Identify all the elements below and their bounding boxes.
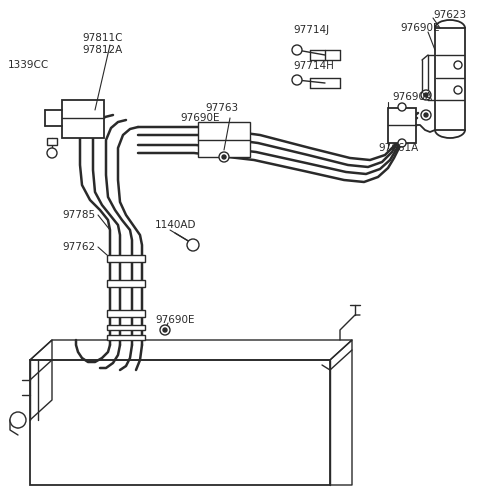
Circle shape: [398, 139, 406, 147]
Circle shape: [160, 325, 170, 335]
Bar: [198, 122, 250, 157]
Bar: [30, 360, 330, 485]
Text: 97690E: 97690E: [400, 23, 440, 33]
Text: 97714H: 97714H: [293, 61, 334, 71]
Circle shape: [163, 328, 167, 332]
Text: 97763: 97763: [205, 103, 238, 113]
Text: 97785: 97785: [62, 210, 95, 220]
Text: 97623: 97623: [433, 10, 466, 20]
Bar: [107, 280, 145, 287]
Text: 97811C: 97811C: [82, 33, 122, 43]
Text: 97690E: 97690E: [155, 315, 194, 325]
Text: 97661A: 97661A: [378, 143, 418, 153]
Circle shape: [424, 113, 428, 117]
Circle shape: [421, 90, 431, 100]
Circle shape: [292, 45, 302, 55]
Circle shape: [187, 239, 199, 251]
Bar: [107, 335, 145, 340]
Circle shape: [398, 103, 406, 111]
Circle shape: [421, 110, 431, 120]
Circle shape: [454, 61, 462, 69]
Bar: [47, 138, 57, 145]
Circle shape: [292, 75, 302, 85]
Circle shape: [454, 86, 462, 94]
Bar: [62, 100, 104, 138]
Text: 97690A: 97690A: [392, 92, 432, 102]
Text: 1140AD: 1140AD: [155, 220, 196, 230]
Text: 97762: 97762: [62, 242, 95, 252]
Bar: [388, 108, 416, 143]
Circle shape: [219, 152, 229, 162]
Circle shape: [222, 155, 226, 159]
Circle shape: [10, 412, 26, 428]
Text: 97714J: 97714J: [293, 25, 329, 35]
Text: 97690E: 97690E: [180, 113, 219, 123]
Bar: [107, 325, 145, 330]
Circle shape: [47, 148, 57, 158]
Circle shape: [424, 93, 428, 97]
Text: 1339CC: 1339CC: [8, 60, 49, 70]
Text: 97812A: 97812A: [82, 45, 122, 55]
Bar: [107, 255, 145, 262]
Bar: [107, 310, 145, 317]
